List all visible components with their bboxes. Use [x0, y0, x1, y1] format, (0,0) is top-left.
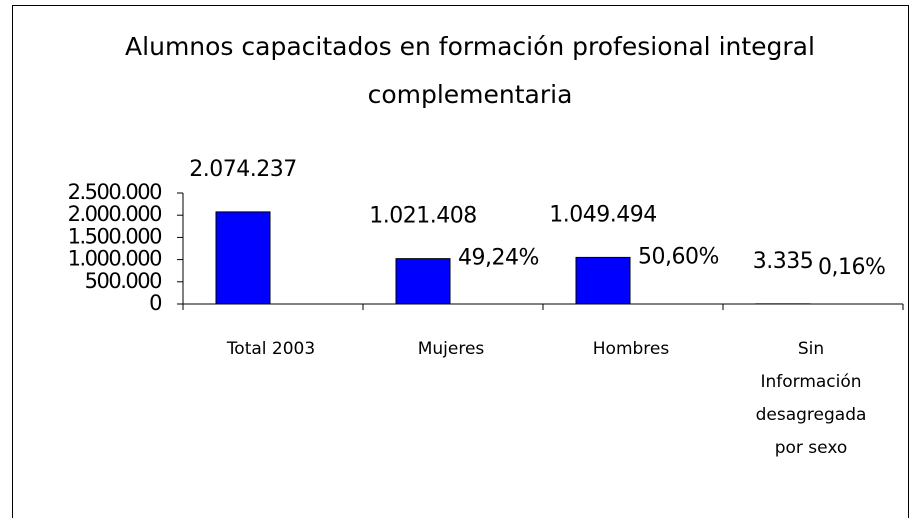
chart-frame [12, 5, 909, 518]
x-tick-label: Total 2003 [226, 339, 315, 359]
share-label: 49,24% [458, 246, 539, 271]
share-label: 0,16% [818, 255, 885, 280]
y-tick-label: 2.000.000 [68, 202, 162, 226]
x-tick-label: Hombres [593, 339, 670, 359]
bar [215, 211, 271, 305]
y-tick-label: 2.500.000 [68, 180, 162, 204]
y-tick-label: 1.000.000 [68, 247, 162, 271]
bar [575, 256, 631, 305]
value-label: 2.074.237 [189, 157, 296, 182]
share-label: 50,60% [638, 244, 719, 269]
value-label: 1.049.494 [549, 202, 656, 227]
x-tick-label: Mujeres [418, 339, 485, 359]
y-tick-label: 1.500.000 [68, 224, 162, 248]
bar [395, 258, 451, 305]
y-tick-label: 500.000 [85, 269, 161, 293]
chart-title: Alumnos capacitados en formación profesi… [125, 32, 815, 109]
x-tick-label: Sin Información desagregada por sexo [756, 339, 867, 458]
value-label: 3.335 [753, 249, 813, 274]
value-label: 1.021.408 [369, 204, 476, 229]
y-tick-label: 0 [149, 291, 161, 315]
